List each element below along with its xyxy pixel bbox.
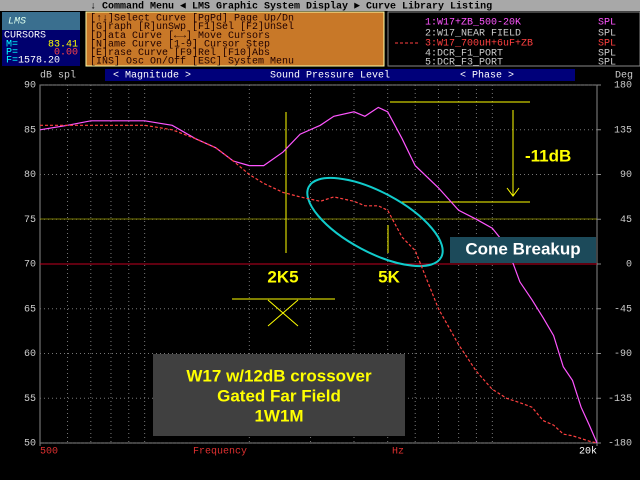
- curve-name[interactable]: W17+ZB_500-20K: [437, 18, 521, 29]
- x-tick-label: 500: [40, 447, 58, 458]
- top-bar[interactable]: ↓ Command Menu ◄ LMS Graphic System Disp…: [90, 1, 492, 13]
- note-line: 1W1M: [254, 406, 303, 425]
- y2-tick-label: -90: [614, 349, 632, 360]
- menu-item[interactable]: [INS] Osc On/Off [ESC] System Menu: [90, 56, 294, 68]
- curve-name[interactable]: DCR_F3_PORT: [437, 58, 503, 69]
- logo: LMS: [8, 17, 26, 28]
- curve-name[interactable]: W17_NEAR FIELD: [437, 29, 521, 40]
- curve-unit: SPL: [598, 39, 616, 50]
- curve-index[interactable]: 5:: [425, 58, 437, 69]
- curve: [39, 106, 598, 444]
- menu-item[interactable]: [D]ata Curve [←→] Move Cursors: [90, 30, 270, 42]
- y-tick-label: 75: [24, 215, 36, 226]
- menu-item[interactable]: [E]rase Curve [F9]Rel [F10]Abs: [90, 47, 270, 59]
- cursor-f-label: F=: [6, 56, 18, 67]
- cursor-p-label: P=: [6, 48, 18, 59]
- cursor-m-label: M=: [6, 40, 18, 51]
- menu-item[interactable]: [↑↓]Select Curve [PgPd] Page Up/Dn: [90, 13, 294, 25]
- cursors-title: CURSORS: [4, 31, 46, 42]
- y2-tick-label: -180: [608, 439, 632, 450]
- curve-index[interactable]: 1:: [425, 18, 437, 29]
- menu-item[interactable]: [N]ame Curve [1-9] Cursor Step: [90, 38, 270, 50]
- y2-tick-label: -45: [614, 304, 632, 315]
- annotation: 5K: [378, 267, 400, 286]
- curve-name[interactable]: W17_700uH+6uF+ZB: [437, 39, 533, 50]
- curve-unit: SPL: [598, 58, 616, 69]
- y2-tick-label: 180: [614, 81, 632, 92]
- note-line: W17 w/12dB crossover: [186, 366, 372, 385]
- note-line: Gated Far Field: [217, 386, 341, 405]
- cursor-f-value: 1578.20: [18, 56, 60, 67]
- y-tick-label: 80: [24, 170, 36, 181]
- x-axis-unit: Hz: [392, 447, 404, 458]
- curve-unit: SPL: [598, 49, 616, 60]
- curve-index[interactable]: 4:: [425, 49, 437, 60]
- curve-unit: SPL: [598, 18, 616, 29]
- right-header: < Phase >: [460, 70, 514, 82]
- curve-unit: SPL: [598, 29, 616, 40]
- x-tick-label: 20k: [579, 446, 597, 458]
- curve-name[interactable]: DCR_F1_PORT: [437, 49, 503, 60]
- y-axis-label: dB spl: [40, 70, 76, 82]
- menu-item[interactable]: [G]raph [R]unSwp [F1]Sel [F2]UnSel: [90, 21, 294, 33]
- annotation: 2K5: [267, 267, 298, 286]
- y-tick-label: 50: [24, 439, 36, 450]
- y-tick-label: 55: [24, 394, 36, 405]
- y-tick-label: 65: [24, 304, 36, 315]
- x-axis-label: Frequency: [193, 447, 247, 458]
- y-tick-label: 60: [24, 349, 36, 360]
- curve-index[interactable]: 2:: [425, 29, 437, 40]
- left-header: < Magnitude >: [113, 70, 191, 82]
- curve-index[interactable]: 3:: [425, 39, 437, 50]
- y2-axis-label: Deg: [615, 71, 633, 82]
- annotation: Cone Breakup: [465, 239, 580, 258]
- y-tick-label: 90: [24, 81, 36, 92]
- y2-tick-label: 0: [626, 260, 632, 271]
- cursor-p-value: 0.00: [54, 48, 78, 59]
- chart-title: Sound Pressure Level: [270, 70, 390, 82]
- y2-tick-label: -135: [608, 394, 632, 405]
- y2-tick-label: 90: [620, 170, 632, 181]
- annotation: -11dB: [525, 146, 571, 165]
- y2-tick-label: 45: [620, 215, 632, 226]
- y2-tick-label: 135: [614, 125, 632, 136]
- curve: [40, 124, 598, 444]
- cursor-m-value: 83.41: [48, 40, 78, 51]
- y-tick-label: 70: [24, 260, 36, 271]
- y-tick-label: 85: [24, 125, 36, 136]
